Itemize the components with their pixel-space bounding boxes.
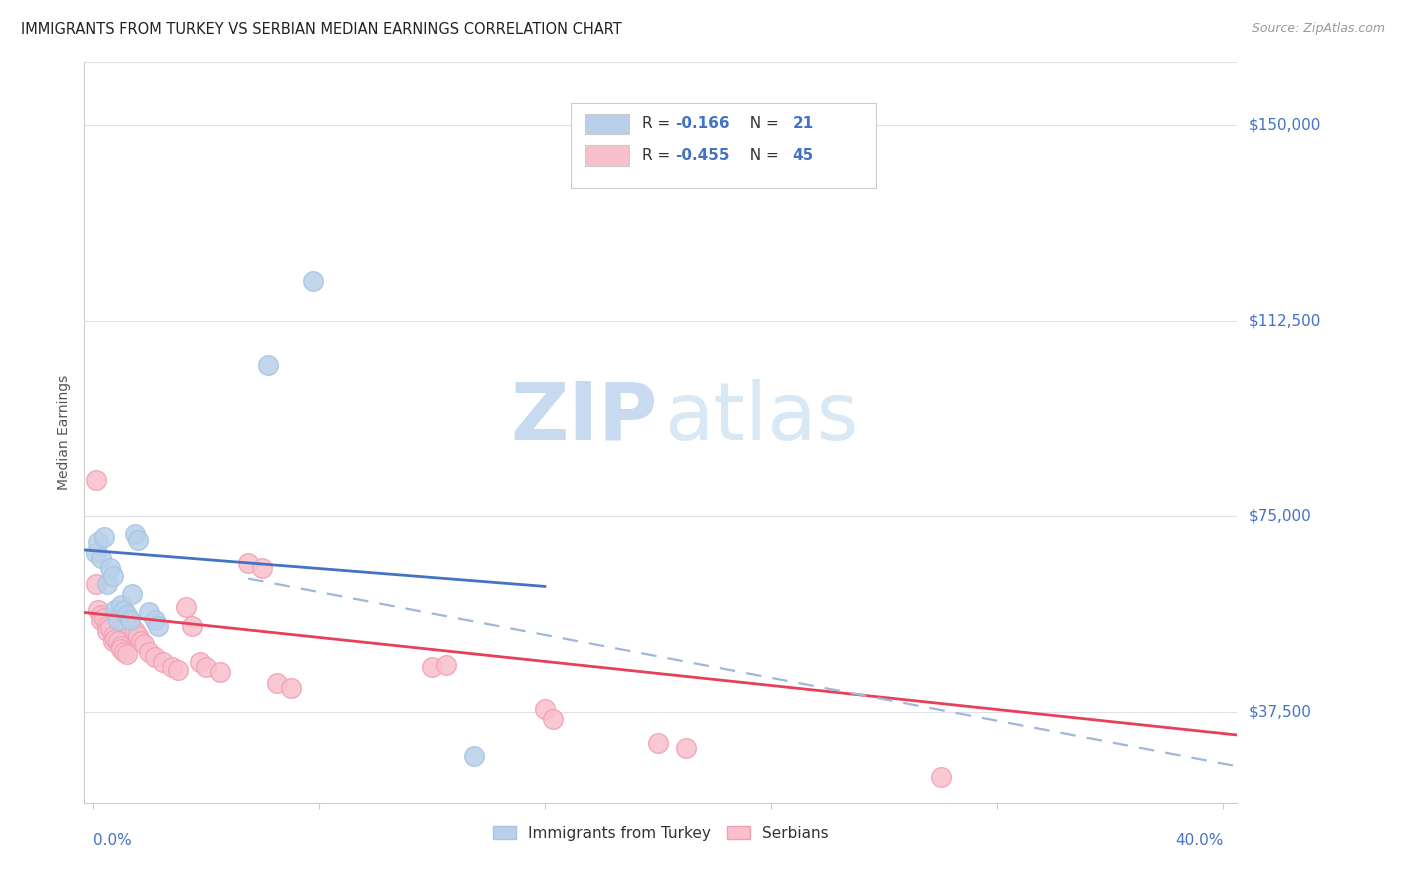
Legend: Immigrants from Turkey, Serbians: Immigrants from Turkey, Serbians	[488, 820, 834, 847]
Point	[121, 587, 143, 601]
Bar	[585, 113, 628, 135]
Text: atlas: atlas	[664, 379, 859, 457]
Point	[93, 611, 115, 625]
Text: -0.455: -0.455	[675, 148, 730, 163]
Point	[115, 608, 138, 623]
Point	[675, 741, 697, 756]
Point	[257, 358, 280, 372]
Text: IMMIGRANTS FROM TURKEY VS SERBIAN MEDIAN EARNINGS CORRELATION CHART: IMMIGRANTS FROM TURKEY VS SERBIAN MEDIAN…	[21, 22, 621, 37]
Point	[127, 629, 149, 643]
Point	[252, 561, 274, 575]
Point	[143, 613, 166, 627]
Text: ZIP: ZIP	[510, 379, 658, 457]
Point	[302, 274, 325, 288]
Point	[90, 550, 112, 565]
Point	[138, 644, 160, 658]
Point	[188, 655, 211, 669]
Point	[266, 676, 288, 690]
Point	[107, 634, 129, 648]
Text: Source: ZipAtlas.com: Source: ZipAtlas.com	[1251, 22, 1385, 36]
Point	[152, 655, 174, 669]
Point	[146, 618, 169, 632]
Text: R =: R =	[643, 116, 675, 131]
Point	[124, 527, 146, 541]
Point	[98, 561, 121, 575]
Point	[124, 624, 146, 638]
Point	[96, 577, 118, 591]
Point	[101, 634, 124, 648]
Point	[87, 603, 110, 617]
Point	[420, 660, 443, 674]
Point	[87, 535, 110, 549]
Point	[104, 632, 127, 646]
Point	[112, 644, 135, 658]
Point	[101, 569, 124, 583]
Point	[434, 657, 457, 672]
Point	[98, 621, 121, 635]
Y-axis label: Median Earnings: Median Earnings	[58, 375, 72, 491]
Point	[84, 577, 107, 591]
Point	[132, 637, 155, 651]
Point	[96, 618, 118, 632]
Point	[112, 603, 135, 617]
Point	[534, 702, 557, 716]
Text: 21: 21	[792, 116, 814, 131]
Point	[90, 613, 112, 627]
Text: R =: R =	[643, 148, 675, 163]
Text: $112,500: $112,500	[1249, 313, 1320, 328]
Point	[647, 736, 669, 750]
Point	[107, 613, 129, 627]
Point	[129, 634, 152, 648]
Point	[118, 613, 141, 627]
Point	[84, 545, 107, 559]
Point	[238, 556, 260, 570]
Point	[208, 665, 231, 680]
Point	[180, 618, 202, 632]
Point	[90, 608, 112, 623]
Point	[929, 770, 952, 784]
Point	[118, 613, 141, 627]
Bar	[585, 145, 628, 166]
Point	[110, 598, 132, 612]
Text: $75,000: $75,000	[1249, 508, 1312, 524]
Point	[93, 530, 115, 544]
Text: $150,000: $150,000	[1249, 118, 1320, 133]
Text: 45: 45	[792, 148, 814, 163]
Point	[143, 649, 166, 664]
Text: N =: N =	[741, 148, 785, 163]
Point	[110, 640, 132, 654]
Point	[194, 660, 217, 674]
Point	[121, 621, 143, 635]
Text: 40.0%: 40.0%	[1175, 833, 1223, 848]
Point	[84, 473, 107, 487]
Text: 0.0%: 0.0%	[93, 833, 132, 848]
Point	[104, 603, 127, 617]
Point	[96, 624, 118, 638]
Point	[174, 600, 197, 615]
Text: $37,500: $37,500	[1249, 704, 1312, 719]
Point	[280, 681, 302, 695]
Point	[110, 642, 132, 657]
Point	[543, 712, 565, 726]
Point	[463, 748, 485, 763]
Point	[101, 629, 124, 643]
Point	[166, 663, 188, 677]
Text: -0.166: -0.166	[675, 116, 730, 131]
Point	[160, 660, 183, 674]
FancyBboxPatch shape	[571, 103, 876, 188]
Text: N =: N =	[741, 116, 785, 131]
Point	[138, 606, 160, 620]
Point	[127, 533, 149, 547]
Point	[115, 647, 138, 661]
